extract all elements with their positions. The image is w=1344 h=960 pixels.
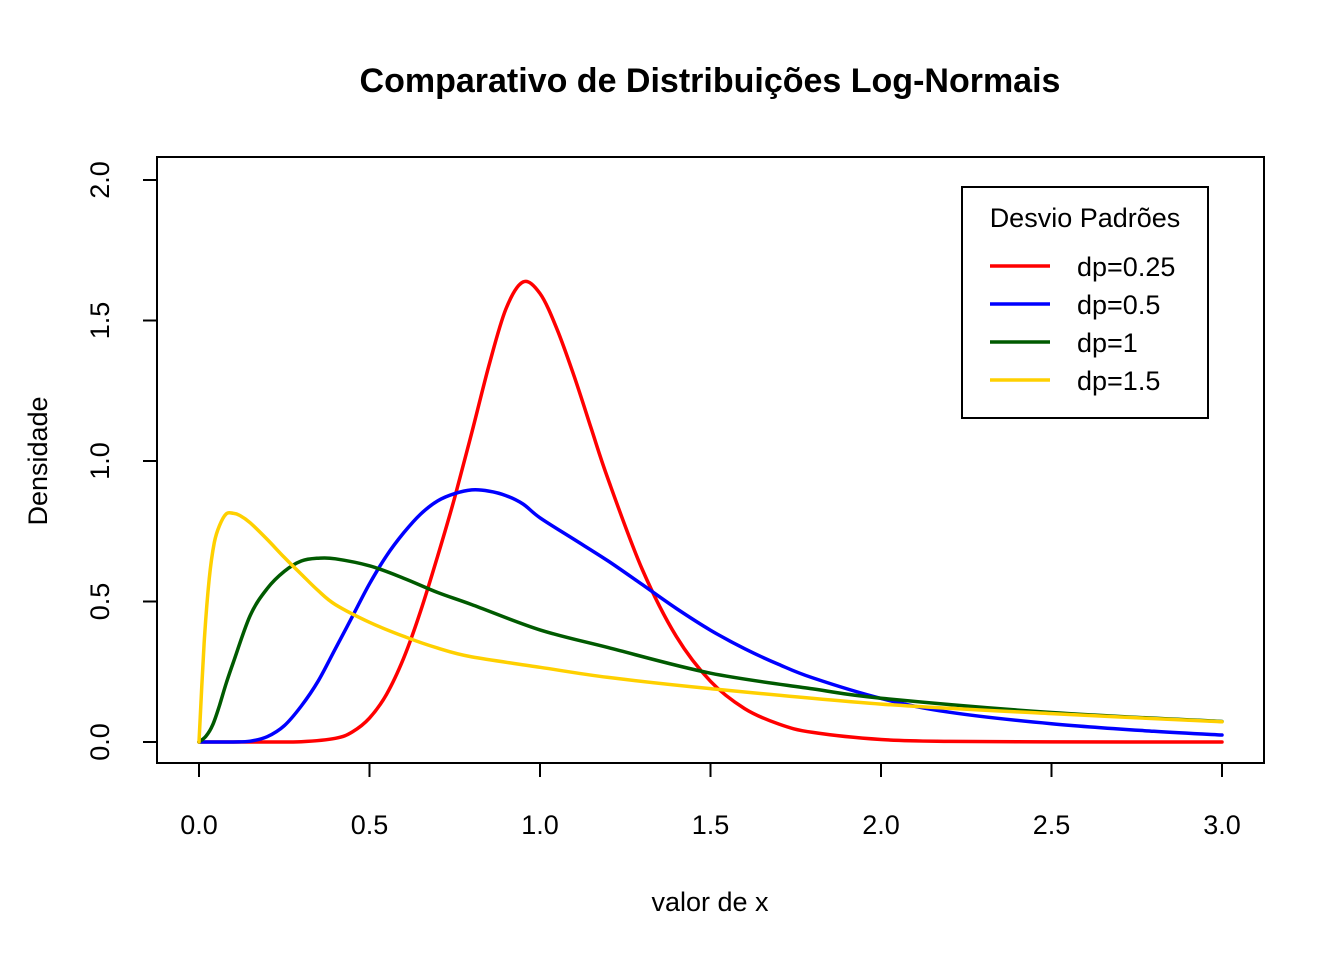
series-line-dp-1 <box>197 556 1224 744</box>
x-tick-label: 0.0 <box>180 810 218 840</box>
legend-label: dp=1 <box>1077 328 1138 358</box>
x-tick-label: 1.5 <box>692 810 730 840</box>
series-line-dp-0-25 <box>197 279 1224 744</box>
x-tick-label: 2.5 <box>1033 810 1071 840</box>
y-tick-label: 2.0 <box>85 161 115 199</box>
legend-box <box>961 186 1209 419</box>
legend-items: dp=0.25 dp=0.5 dp=1 dp=1.5 <box>990 252 1175 396</box>
legend-label: dp=0.5 <box>1077 290 1160 320</box>
y-axis-label: Densidade <box>23 396 53 525</box>
x-tick-label: 0.5 <box>351 810 389 840</box>
x-tick-label: 2.0 <box>862 810 900 840</box>
legend-title: Desvio Padrões <box>990 203 1181 233</box>
x-tick-label: 3.0 <box>1203 810 1241 840</box>
y-tick-label: 1.0 <box>85 442 115 480</box>
legend-label: dp=0.25 <box>1077 252 1175 282</box>
x-axis-label: valor de x <box>651 887 769 917</box>
legend: Desvio Padrões dp=0.25 dp=0.5 dp=1 dp=1.5 <box>961 186 1209 419</box>
series-layer <box>197 279 1224 744</box>
y-tick-label: 1.5 <box>85 302 115 340</box>
series-line-dp-0-5 <box>197 488 1224 744</box>
x-tick-label: 1.0 <box>521 810 559 840</box>
y-axis: 0.0 0.5 1.0 1.5 2.0 <box>85 161 158 761</box>
chart-title: Comparativo de Distribuições Log-Normais <box>360 62 1061 100</box>
y-tick-label: 0.5 <box>85 583 115 621</box>
legend-label: dp=1.5 <box>1077 366 1160 396</box>
y-tick-label: 0.0 <box>85 723 115 761</box>
series-line-dp-1-5 <box>197 510 1224 744</box>
x-axis: 0.0 0.5 1.0 1.5 2.0 2.5 3.0 <box>180 762 1241 840</box>
